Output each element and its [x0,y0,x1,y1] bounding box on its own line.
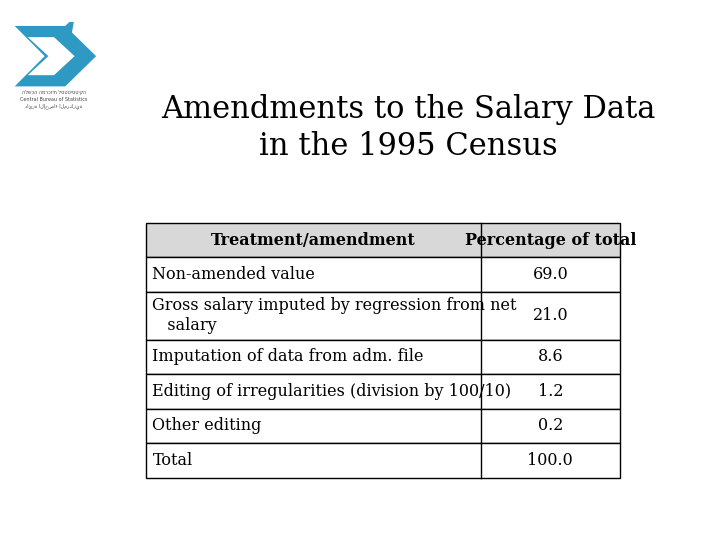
Text: 8.6: 8.6 [538,348,563,366]
Text: دائرة الإحصاء المركزية: دائرة الإحصاء المركزية [25,104,83,109]
Text: הלשכה המרכזית לסטטיסטיקה: הלשכה המרכזית לסטטיסטיקה [22,90,86,95]
Text: Non-amended value: Non-amended value [153,266,315,283]
Text: 69.0: 69.0 [533,266,568,283]
Text: 21.0: 21.0 [533,307,568,324]
Polygon shape [66,17,75,39]
FancyBboxPatch shape [145,409,620,443]
FancyBboxPatch shape [145,443,620,478]
Text: Imputation of data from adm. file: Imputation of data from adm. file [153,348,424,366]
Polygon shape [14,26,96,86]
Polygon shape [28,37,75,75]
Text: Gross salary imputed by regression from net
   salary: Gross salary imputed by regression from … [153,298,517,334]
Text: Central Bureau of Statistics: Central Bureau of Statistics [20,97,88,102]
FancyBboxPatch shape [145,223,620,258]
Text: 0.2: 0.2 [538,417,563,434]
Text: 100.0: 100.0 [528,452,573,469]
Text: Treatment/amendment: Treatment/amendment [211,232,415,248]
Text: Editing of irregularities (division by 100/10): Editing of irregularities (division by 1… [153,383,512,400]
FancyBboxPatch shape [145,374,620,409]
Text: Amendments to the Salary Data
in the 1995 Census: Amendments to the Salary Data in the 199… [161,94,655,162]
Text: 1.2: 1.2 [538,383,563,400]
Text: Total: Total [153,452,193,469]
Text: Percentage of total: Percentage of total [464,232,636,248]
Text: Other editing: Other editing [153,417,262,434]
FancyBboxPatch shape [145,258,620,292]
FancyBboxPatch shape [145,340,620,374]
FancyBboxPatch shape [145,292,620,340]
